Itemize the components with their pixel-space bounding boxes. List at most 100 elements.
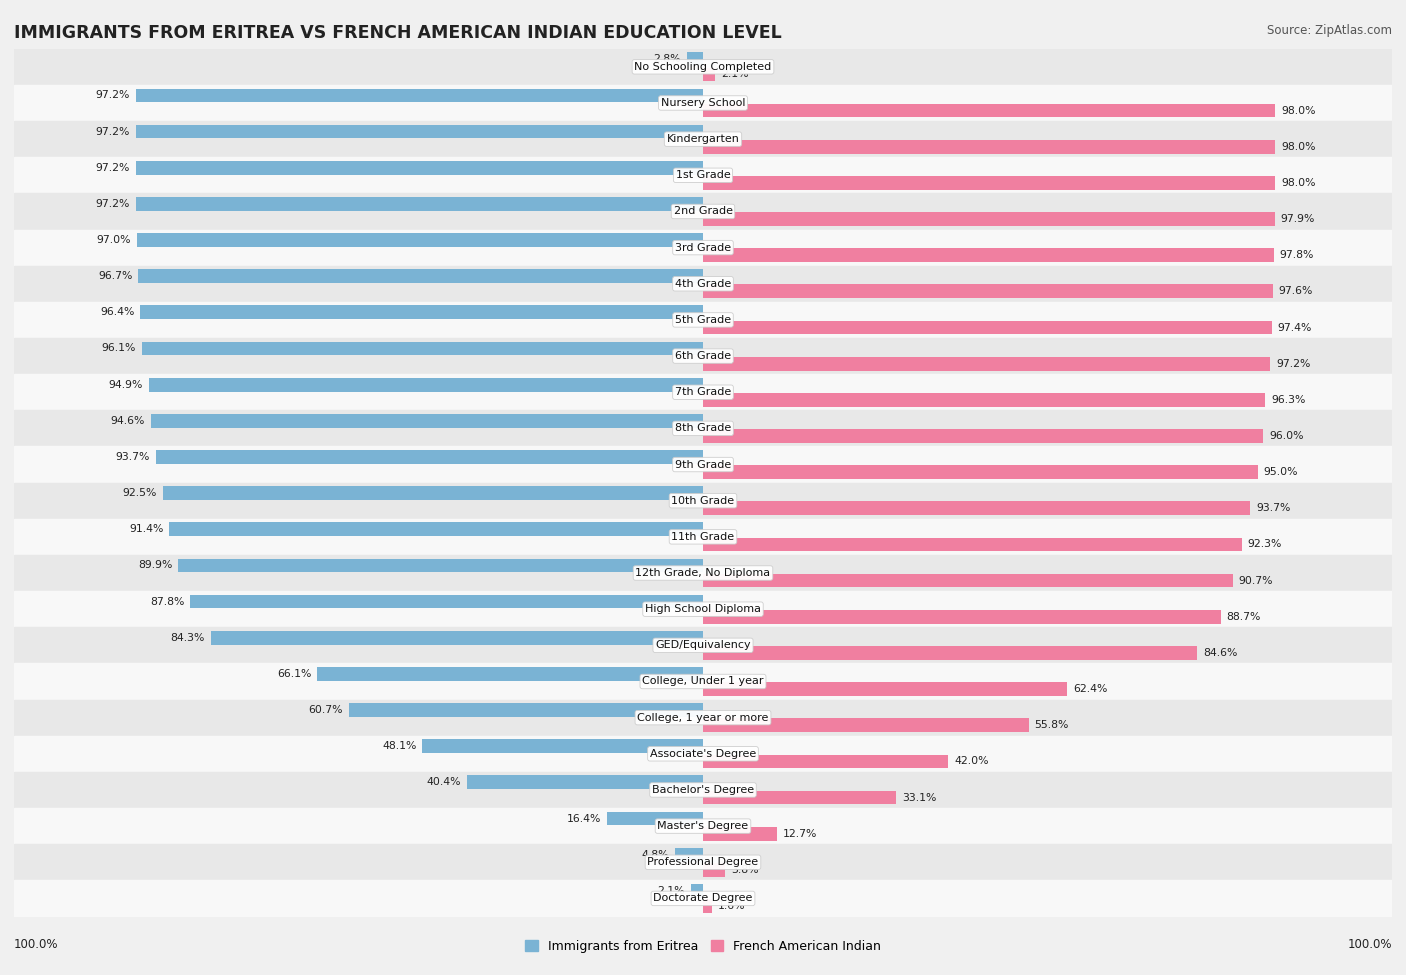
Bar <box>14 121 1392 157</box>
Text: 3rd Grade: 3rd Grade <box>675 243 731 253</box>
Text: College, Under 1 year: College, Under 1 year <box>643 677 763 686</box>
Bar <box>703 357 1271 370</box>
Bar <box>14 663 1392 699</box>
Text: 6th Grade: 6th Grade <box>675 351 731 361</box>
Text: 97.0%: 97.0% <box>97 235 131 245</box>
Text: 97.2%: 97.2% <box>96 199 129 209</box>
Bar <box>703 719 1029 732</box>
Text: 4.8%: 4.8% <box>641 849 669 860</box>
Text: 2.8%: 2.8% <box>654 55 681 64</box>
Text: Doctorate Degree: Doctorate Degree <box>654 893 752 904</box>
Text: 92.3%: 92.3% <box>1247 539 1282 550</box>
Text: 2.1%: 2.1% <box>721 69 748 79</box>
Bar <box>14 627 1392 663</box>
Text: 92.5%: 92.5% <box>122 488 157 498</box>
Text: 97.8%: 97.8% <box>1279 251 1315 260</box>
Bar <box>703 429 1264 443</box>
Text: Professional Degree: Professional Degree <box>647 857 759 868</box>
Bar <box>318 667 703 681</box>
Text: 96.0%: 96.0% <box>1270 431 1303 441</box>
Bar <box>703 646 1197 660</box>
Text: Bachelor's Degree: Bachelor's Degree <box>652 785 754 795</box>
Bar <box>703 791 896 804</box>
Text: No Schooling Completed: No Schooling Completed <box>634 61 772 72</box>
Bar <box>14 447 1392 483</box>
Bar <box>686 53 703 66</box>
Text: 33.1%: 33.1% <box>903 793 936 802</box>
Text: 87.8%: 87.8% <box>150 597 184 606</box>
Text: 84.3%: 84.3% <box>170 633 205 643</box>
Bar <box>14 772 1392 808</box>
Bar <box>150 414 703 428</box>
Text: 42.0%: 42.0% <box>955 757 988 766</box>
Bar <box>690 884 703 898</box>
Bar <box>703 285 1272 298</box>
Text: 7th Grade: 7th Grade <box>675 387 731 397</box>
Text: 10th Grade: 10th Grade <box>672 495 734 506</box>
Text: 12.7%: 12.7% <box>783 829 817 838</box>
Text: Nursery School: Nursery School <box>661 98 745 108</box>
Bar <box>14 699 1392 736</box>
Bar <box>135 197 703 211</box>
Text: 100.0%: 100.0% <box>1347 938 1392 951</box>
Text: 97.6%: 97.6% <box>1278 287 1313 296</box>
Bar <box>14 808 1392 844</box>
Text: 100.0%: 100.0% <box>14 938 59 951</box>
Bar <box>14 157 1392 193</box>
Bar <box>703 321 1271 334</box>
Text: Associate's Degree: Associate's Degree <box>650 749 756 759</box>
Text: 1st Grade: 1st Grade <box>676 171 730 180</box>
Text: IMMIGRANTS FROM ERITREA VS FRENCH AMERICAN INDIAN EDUCATION LEVEL: IMMIGRANTS FROM ERITREA VS FRENCH AMERIC… <box>14 24 782 42</box>
Text: 97.2%: 97.2% <box>96 127 129 136</box>
Text: 94.9%: 94.9% <box>108 379 143 390</box>
Bar <box>675 848 703 862</box>
Text: 5th Grade: 5th Grade <box>675 315 731 325</box>
Text: 94.6%: 94.6% <box>111 415 145 426</box>
Bar <box>14 736 1392 772</box>
Bar <box>14 844 1392 880</box>
Text: 91.4%: 91.4% <box>129 525 163 534</box>
Text: 2.1%: 2.1% <box>658 886 685 896</box>
Bar <box>703 139 1275 154</box>
Legend: Immigrants from Eritrea, French American Indian: Immigrants from Eritrea, French American… <box>520 935 886 958</box>
Bar <box>141 305 703 319</box>
Bar <box>349 703 703 717</box>
Bar <box>163 487 703 500</box>
Bar <box>138 269 703 283</box>
Text: 96.3%: 96.3% <box>1271 395 1305 405</box>
Text: 97.4%: 97.4% <box>1278 323 1312 332</box>
Bar <box>703 755 948 768</box>
Bar <box>149 377 703 392</box>
Text: 89.9%: 89.9% <box>138 561 173 570</box>
Text: 90.7%: 90.7% <box>1239 575 1272 586</box>
Bar <box>142 341 703 355</box>
Bar <box>703 610 1220 624</box>
Text: GED/Equivalency: GED/Equivalency <box>655 641 751 650</box>
Text: 97.2%: 97.2% <box>1277 359 1310 369</box>
Bar <box>703 213 1275 226</box>
Bar <box>703 537 1241 551</box>
Bar <box>703 67 716 81</box>
Text: 40.4%: 40.4% <box>427 777 461 788</box>
Bar <box>135 125 703 138</box>
Text: Kindergarten: Kindergarten <box>666 135 740 144</box>
Text: College, 1 year or more: College, 1 year or more <box>637 713 769 722</box>
Bar <box>14 555 1392 591</box>
Bar <box>703 393 1265 407</box>
Bar <box>467 775 703 789</box>
Bar <box>14 265 1392 302</box>
Bar <box>14 519 1392 555</box>
Text: 97.2%: 97.2% <box>96 163 129 173</box>
Text: 2nd Grade: 2nd Grade <box>673 207 733 216</box>
Text: 95.0%: 95.0% <box>1264 467 1298 477</box>
Bar <box>703 682 1067 696</box>
Text: 60.7%: 60.7% <box>308 705 343 715</box>
Bar <box>14 880 1392 916</box>
Bar <box>422 739 703 753</box>
Text: 3.8%: 3.8% <box>731 865 758 875</box>
Text: Master's Degree: Master's Degree <box>658 821 748 831</box>
Bar <box>136 233 703 247</box>
Text: 55.8%: 55.8% <box>1035 721 1069 730</box>
Text: 4th Grade: 4th Grade <box>675 279 731 289</box>
Bar <box>703 465 1257 479</box>
